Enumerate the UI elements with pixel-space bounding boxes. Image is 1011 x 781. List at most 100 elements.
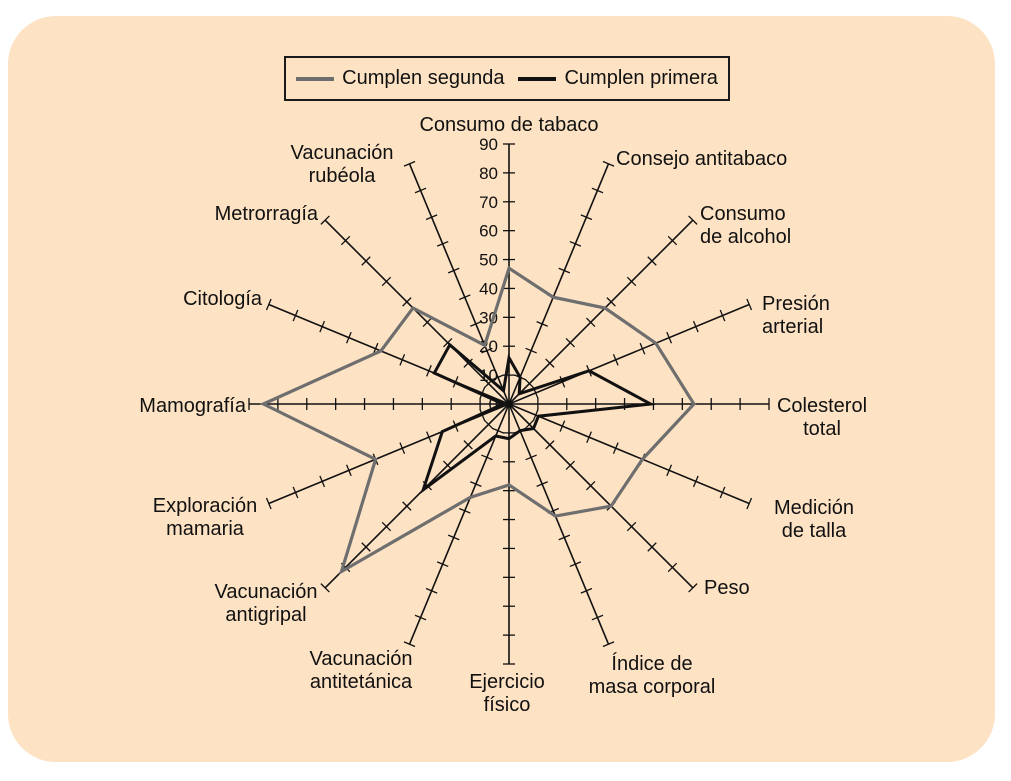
radar-tick-mark — [688, 215, 698, 225]
radar-tick-mark — [265, 298, 272, 311]
radar-tick-mark — [746, 298, 753, 311]
series-line-segunda — [259, 265, 696, 575]
radar-axis — [324, 403, 510, 589]
radar-tick-mark — [602, 160, 615, 167]
radar-tick-mark — [483, 419, 494, 430]
radar-tick-mark — [639, 342, 646, 355]
radar-axis — [508, 403, 750, 505]
radar-tick-mark — [586, 481, 596, 491]
radial-tick-label: 60 — [479, 222, 498, 241]
radar-tick-mark — [403, 641, 416, 648]
radar-tick-mark — [586, 431, 592, 443]
category-label: Mamografía — [139, 395, 247, 417]
radar-tick-mark — [399, 442, 406, 455]
radar-tick-mark — [340, 235, 351, 246]
radial-tick-label: 80 — [479, 164, 498, 183]
radar-tick-mark — [569, 240, 582, 247]
radar-tick-mark — [692, 320, 699, 333]
radar-tick-mark — [580, 214, 593, 221]
radar-tick-mark — [292, 309, 299, 322]
radar-tick-mark — [602, 641, 615, 648]
radar-tick-mark — [492, 374, 504, 381]
radar-axis — [408, 403, 510, 645]
radar-tick-mark — [545, 358, 555, 368]
radar-tick-mark — [647, 256, 657, 266]
radial-tick-label: 70 — [479, 193, 498, 212]
radar-tick-mark — [666, 464, 673, 477]
radar-tick-mark — [558, 267, 571, 274]
radar-tick-mark — [559, 376, 566, 388]
category-label: Peso — [704, 577, 750, 599]
radar-tick-mark — [381, 276, 392, 287]
legend-label-segunda: Cumplen segunda — [342, 67, 505, 89]
radar-tick-mark — [320, 583, 330, 593]
radar-tick-mark — [492, 427, 504, 434]
radar-tick-mark — [458, 294, 471, 301]
category-label: Consejo antitabaco — [616, 148, 787, 170]
radar-tick-mark — [436, 240, 449, 247]
radar-tick-mark — [425, 587, 438, 594]
radar-tick-mark — [626, 521, 637, 532]
radar-tick-mark — [524, 419, 535, 430]
radar-tick-mark — [746, 497, 753, 510]
legend-swatch-primera — [518, 76, 557, 81]
radar-tick-mark — [559, 420, 566, 432]
category-label: Vacunación antigripal — [214, 581, 317, 626]
radar-tick-mark — [470, 481, 482, 487]
category-label: Vacunación rubéola — [290, 142, 393, 187]
series-line-primera — [420, 342, 656, 494]
radar-tick-mark — [426, 431, 432, 443]
radar-tick-mark — [403, 160, 416, 167]
legend-entry-segunda: Cumplen segunda — [296, 67, 504, 90]
radar-tick-mark — [345, 464, 352, 477]
axes-layer — [248, 143, 770, 665]
radial-tick-label: 20 — [479, 337, 498, 356]
radar-tick-mark — [361, 256, 371, 266]
radial-tick-label: 50 — [479, 251, 498, 270]
radar-tick-mark — [402, 297, 412, 307]
radar-tick-mark — [479, 387, 486, 399]
radar-tick-mark — [719, 486, 726, 499]
radar-tick-mark — [606, 297, 616, 307]
radar-tick-mark — [381, 521, 392, 532]
radar-tick-mark — [612, 353, 619, 366]
radar-tick-mark — [565, 460, 575, 470]
category-label: Medición de talla — [774, 497, 854, 542]
radar-tick-mark — [569, 561, 582, 568]
radar-tick-mark — [425, 214, 438, 221]
radial-tick-label: 90 — [479, 135, 498, 154]
radar-tick-mark — [481, 347, 493, 354]
radar-tick-mark — [666, 331, 673, 344]
legend-entry-primera: Cumplen primera — [518, 67, 718, 90]
category-label: Metrorragía — [215, 203, 319, 225]
radar-tick-mark — [558, 534, 571, 541]
radar-tick-mark — [463, 440, 473, 450]
category-label: Colesterol total — [777, 395, 867, 440]
radar-tick-mark — [591, 614, 604, 621]
radial-tick-label: 40 — [479, 279, 498, 298]
radar-tick-mark — [414, 187, 427, 194]
radar-axis — [408, 163, 510, 405]
radar-tick-mark — [667, 562, 678, 573]
category-label: Vacunación antitetánica — [309, 648, 413, 693]
radar-axis — [508, 303, 750, 405]
radar-tick-mark — [524, 378, 535, 389]
radar-tick-mark — [463, 358, 473, 368]
radar-tick-mark — [436, 561, 449, 568]
radar-tick-mark — [470, 321, 482, 327]
radar-tick-mark — [580, 587, 593, 594]
radar-tick-mark — [320, 215, 330, 225]
radar-tick-mark — [414, 614, 427, 621]
radar-tick-mark — [481, 454, 493, 461]
radar-tick-mark — [422, 317, 432, 327]
radar-axis — [508, 163, 610, 405]
radar-tick-mark — [545, 440, 555, 450]
radar-tick-mark — [426, 365, 432, 377]
radar-tick-mark — [647, 542, 657, 552]
radar-tick-mark — [525, 347, 537, 354]
legend-swatch-segunda — [296, 76, 335, 81]
radar-tick-mark — [361, 542, 371, 552]
radar-tick-mark — [292, 486, 299, 499]
category-label: Exploración mamaria — [153, 495, 258, 540]
